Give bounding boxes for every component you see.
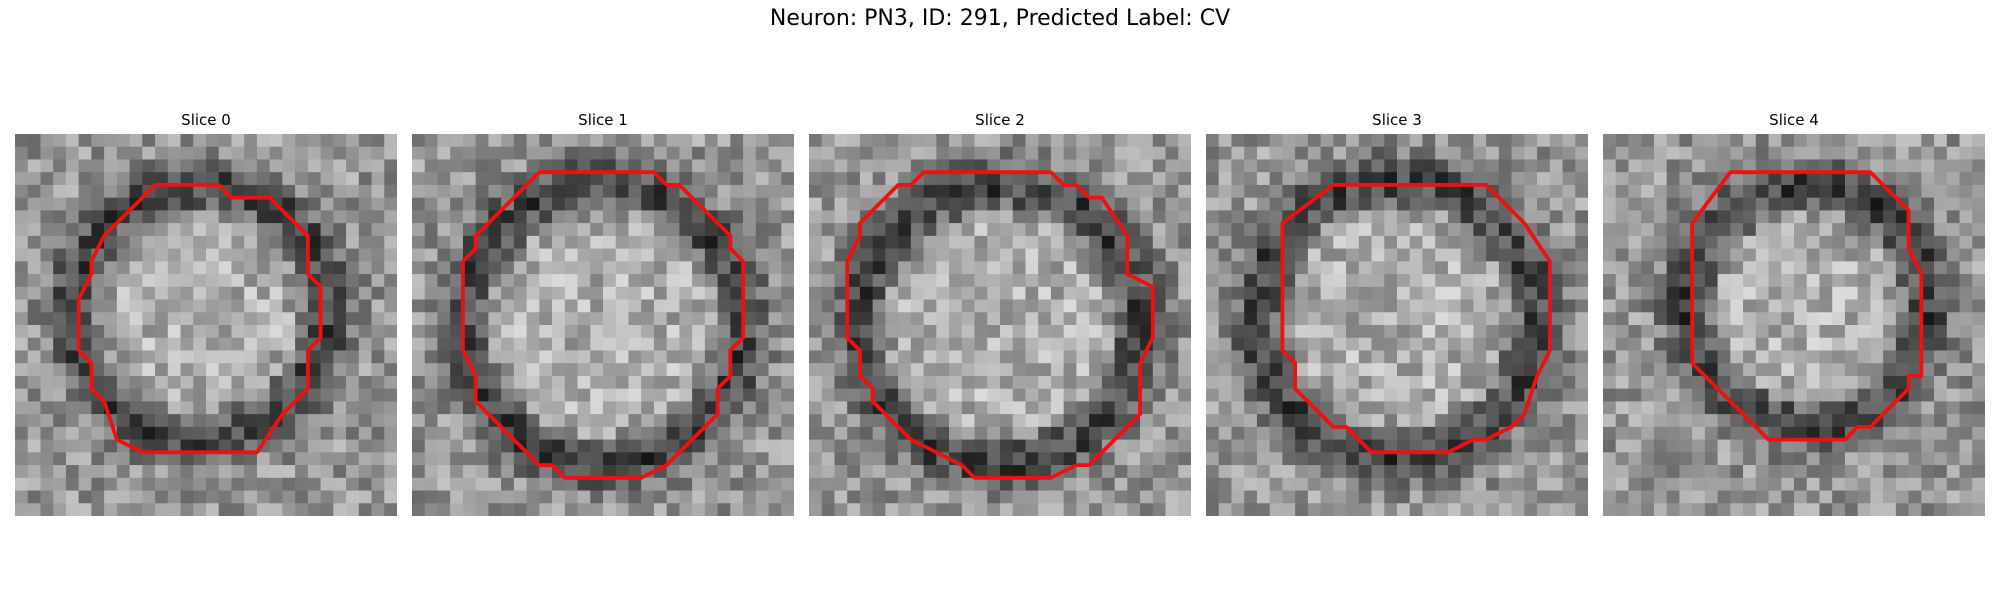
slice-image-4 [1603,134,1985,516]
slice-title-4: Slice 4 [1769,111,1819,129]
slice-image-0 [15,134,397,516]
contour-outline-1 [461,170,745,480]
contour-outline-0 [76,183,323,455]
contour-outline-3 [1280,183,1552,455]
slice-panel-2: Slice 2 [809,110,1191,516]
slice-title-0: Slice 0 [181,111,231,129]
slice-panel-1: Slice 1 [412,110,794,516]
contour-outline-2 [845,170,1155,480]
slice-panel-3: Slice 3 [1206,110,1588,516]
slice-image-2 [809,134,1191,516]
slice-image-1 [412,134,794,516]
slice-title-1: Slice 1 [578,111,628,129]
slice-panel-0: Slice 0 [15,110,397,516]
pixel-grid [809,134,1191,516]
pixel-grid [1603,134,1985,516]
slice-image-3 [1206,134,1588,516]
slice-title-3: Slice 3 [1372,111,1422,129]
contour-outline-4 [1690,170,1924,442]
pixel-grid [412,134,794,516]
slice-panel-4: Slice 4 [1603,110,1985,516]
pixel-grid [15,134,397,516]
figure-title: Neuron: PN3, ID: 291, Predicted Label: C… [769,6,1231,31]
slice-title-2: Slice 2 [975,111,1025,129]
pixel-grid [1206,134,1588,516]
